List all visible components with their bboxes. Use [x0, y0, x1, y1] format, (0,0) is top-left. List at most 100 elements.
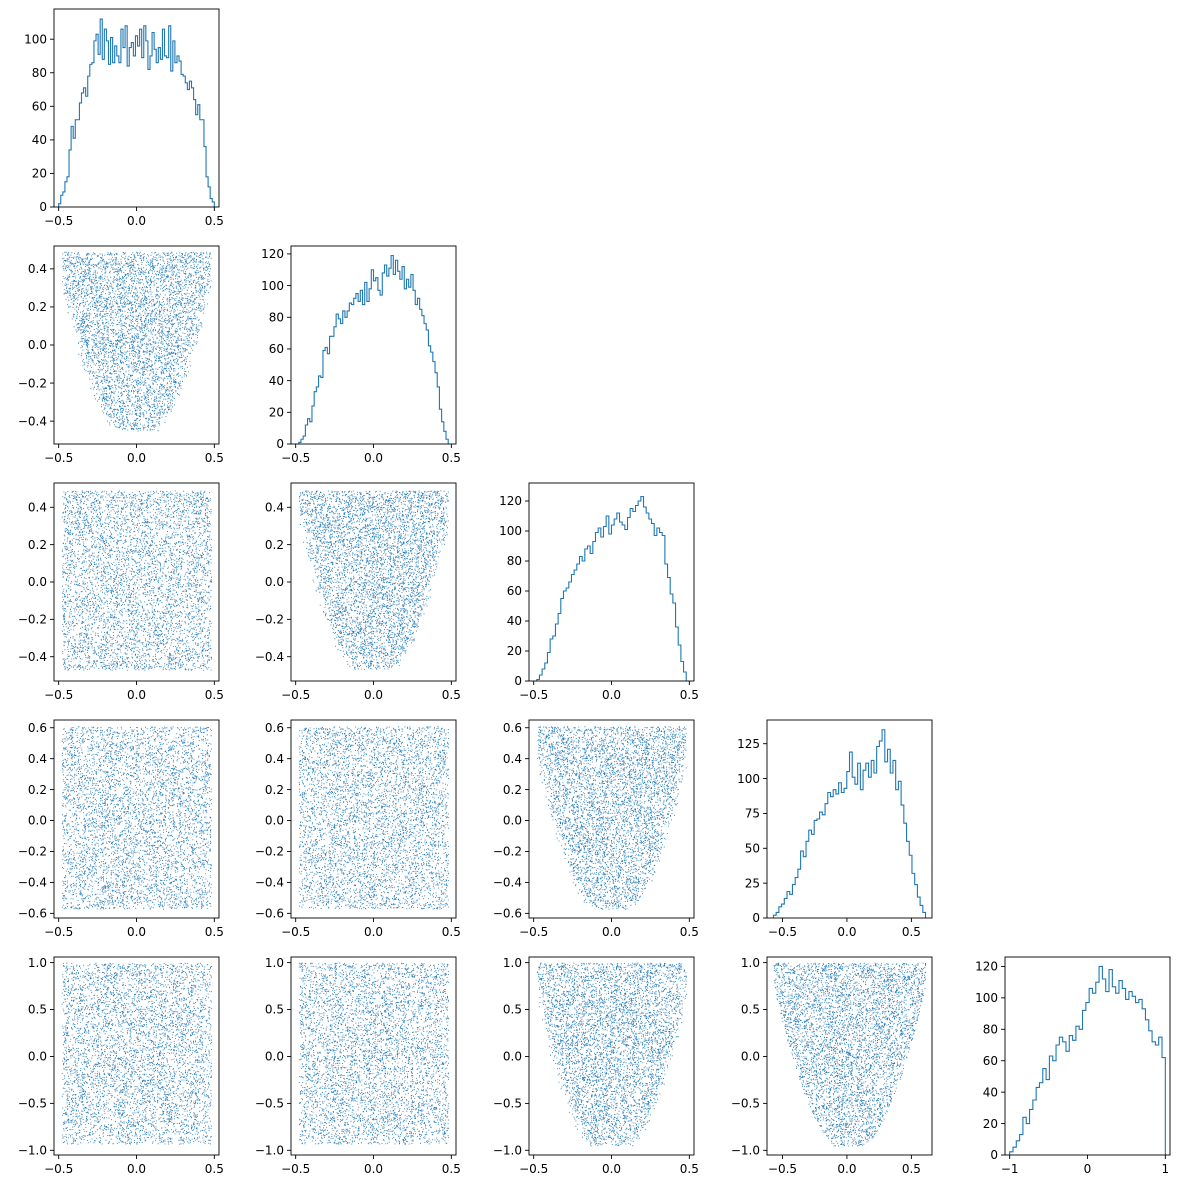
scatter-3-vs-2-xtick-label: 0.5: [442, 688, 461, 702]
scatter-5-vs-3-xtick-label: 0.0: [602, 1162, 621, 1176]
scatter-5-vs-4-ytick-label: 0.0: [741, 1050, 760, 1064]
scatter-4-vs-2: −0.5 0.0 0.5 −0.6 −0.4 −0.2 0.0 0.2 0.4 0.6: [255, 719, 461, 939]
scatter-4-vs-3-ytick-label: 0.0: [503, 814, 522, 828]
scatter-4-vs-1-points: [61, 726, 213, 910]
scatter-3-vs-2-ytick-label: −0.2: [255, 613, 284, 627]
scatter-2-vs-1-xtick-label: 0.5: [205, 451, 224, 465]
scatter-5-vs-1-xtick-label: −0.5: [44, 1162, 73, 1176]
var-1-histogram-ytick-label: 20: [32, 167, 47, 181]
var-5-histogram-ytick-label: 40: [983, 1085, 998, 1099]
scatter-5-vs-3-ytick-label: 1.0: [503, 956, 522, 970]
var-5-histogram-ytick-label: 100: [975, 991, 998, 1005]
scatter-4-vs-1-ytick-label: 0.0: [28, 814, 47, 828]
scatter-4-vs-1-xtick-label: 0.5: [205, 925, 224, 939]
var-4-histogram-frame: [766, 719, 933, 919]
scatter-5-vs-4-ytick-label: −0.5: [731, 1097, 760, 1111]
var-3-histogram-ytick-label: 120: [499, 494, 522, 508]
scatter-5-vs-2-xtick-label: 0.5: [442, 1162, 461, 1176]
scatter-4-vs-2-ytick-label: 0.4: [265, 752, 284, 766]
scatter-5-vs-4-ytick-label: 1.0: [741, 956, 760, 970]
scatter-5-vs-1-ytick-label: 0.0: [28, 1050, 47, 1064]
scatter-4-vs-1: −0.5 0.0 0.5 −0.6 −0.4 −0.2 0.0 0.2 0.4 0.6: [18, 719, 224, 939]
var-3-histogram-ytick-label: 0: [514, 674, 522, 688]
scatter-5-vs-1-ytick-label: 0.5: [28, 1003, 47, 1017]
var-3-histogram-xtick-label: −0.5: [519, 688, 548, 702]
scatter-4-vs-2-ytick-label: −0.6: [255, 907, 284, 921]
var-5-histogram-xtick-label: −1: [1001, 1162, 1019, 1176]
var-4-histogram-ytick-label: 50: [745, 841, 760, 855]
scatter-4-vs-1-ytick-label: −0.2: [18, 845, 47, 859]
scatter-4-vs-3-ytick-label: 0.4: [503, 752, 522, 766]
scatter-5-vs-2: −0.5 0.0 0.5 −1.0 −0.5 0.0 0.5 1.0: [255, 956, 461, 1176]
scatter-4-vs-2-xtick-label: 0.0: [364, 925, 383, 939]
scatter-4-vs-2-ytick-label: 0.0: [265, 814, 284, 828]
var-1-histogram-ytick-label: 40: [32, 133, 47, 147]
var-1-histogram: −0.5 0.0 0.5 0 20 40 60 80 100: [24, 8, 224, 228]
var-2-histogram-ytick-label: 100: [261, 279, 284, 293]
var-1-histogram-ytick-label: 0: [39, 200, 47, 214]
scatter-3-vs-2-ytick-label: 0.2: [265, 538, 284, 552]
var-3-histogram-ytick-label: 100: [499, 524, 522, 538]
var-3-histogram-xtick-label: 0.0: [602, 688, 621, 702]
var-2-histogram-ytick-label: 20: [269, 406, 284, 420]
scatter-3-vs-2-xtick-label: 0.0: [364, 688, 383, 702]
scatter-5-vs-4-points: [773, 962, 927, 1147]
var-2-histogram-xtick-label: −0.5: [281, 451, 310, 465]
scatter-3-vs-2-ytick-label: 0.4: [265, 500, 284, 514]
var-3-histogram-step-line: [536, 495, 687, 681]
var-4-histogram-xtick-label: 0.5: [902, 925, 921, 939]
var-5-histogram-frame: [1004, 956, 1171, 1156]
var-1-histogram-xtick-label: 0.0: [127, 214, 146, 228]
var-4-histogram-xtick-label: 0.0: [837, 925, 856, 939]
scatter-5-vs-3-xtick-label: 0.5: [680, 1162, 699, 1176]
var-4-histogram-ytick-label: 100: [737, 772, 760, 786]
scatter-4-vs-1-ytick-label: 0.2: [28, 783, 47, 797]
scatter-5-vs-4-xtick-label: 0.5: [902, 1162, 921, 1176]
var-4-histogram-step-line: [772, 729, 927, 918]
scatter-3-vs-1-ytick-label: 0.0: [28, 575, 47, 589]
var-1-histogram-xtick-label: −0.5: [44, 214, 73, 228]
scatter-5-vs-2-ytick-label: 1.0: [265, 956, 284, 970]
scatter-4-vs-1-xtick-label: −0.5: [44, 925, 73, 939]
var-5-histogram-ytick-label: 120: [975, 960, 998, 974]
scatter-2-vs-1: −0.5 0.0 0.5 −0.4 −0.2 0.0 0.2 0.4: [18, 245, 224, 465]
scatter-5-vs-1-xtick-label: 0.0: [127, 1162, 146, 1176]
scatter-5-vs-4-ytick-label: 0.5: [741, 1003, 760, 1017]
scatter-4-vs-1-ytick-label: 0.6: [28, 721, 47, 735]
scatter-5-vs-3-ytick-label: 0.0: [503, 1050, 522, 1064]
var-3-histogram-ytick-label: 40: [507, 614, 522, 628]
scatter-2-vs-1-xtick-label: 0.0: [127, 451, 146, 465]
var-4-histogram-ytick-label: 75: [745, 807, 760, 821]
scatter-3-vs-1-ytick-label: −0.2: [18, 613, 47, 627]
var-3-histogram-frame: [528, 482, 695, 682]
scatter-5-vs-4-ytick-label: −1.0: [731, 1144, 760, 1158]
scatter-3-vs-2-points: [299, 490, 449, 671]
var-5-histogram-ytick-label: 0: [990, 1148, 998, 1162]
var-2-histogram: −0.5 0.0 0.5 0 20 40 60 80 100 120: [261, 245, 461, 465]
scatter-5-vs-3: −0.5 0.0 0.5 −1.0 −0.5 0.0 0.5 1.0: [493, 956, 699, 1176]
var-5-histogram-ytick-label: 80: [983, 1022, 998, 1036]
scatter-4-vs-3-xtick-label: 0.0: [602, 925, 621, 939]
scatter-5-vs-4-frame: [766, 956, 933, 1156]
var-1-histogram-step-line: [58, 18, 215, 207]
scatter-5-vs-3-xtick-label: −0.5: [519, 1162, 548, 1176]
scatter-5-vs-2-ytick-label: 0.5: [265, 1003, 284, 1017]
scatter-3-vs-1-frame: [53, 482, 220, 682]
var-2-histogram-ytick-label: 0: [276, 437, 284, 451]
scatter-4-vs-3-points: [536, 726, 687, 910]
var-5-histogram-step-line: [1009, 965, 1166, 1155]
scatter-2-vs-1-ytick-label: 0.4: [28, 262, 47, 276]
scatter-2-vs-1-ytick-label: −0.2: [18, 376, 47, 390]
var-2-histogram-xtick-label: 0.5: [442, 451, 461, 465]
var-3-histogram-xtick-label: 0.5: [680, 688, 699, 702]
scatter-5-vs-4: −0.5 0.0 0.5 −1.0 −0.5 0.0 0.5 1.0: [731, 956, 933, 1176]
var-3-histogram-ytick-label: 60: [507, 584, 522, 598]
scatter-5-vs-2-ytick-label: −0.5: [255, 1097, 284, 1111]
scatter-5-vs-4-xtick-label: 0.0: [837, 1162, 856, 1176]
scatter-5-vs-2-xtick-label: −0.5: [281, 1162, 310, 1176]
scatter-4-vs-1-ytick-label: −0.4: [18, 876, 47, 890]
scatter-5-vs-1-points: [61, 962, 213, 1145]
scatter-4-vs-2-ytick-label: −0.4: [255, 876, 284, 890]
scatter-2-vs-1-ytick-label: 0.2: [28, 300, 47, 314]
